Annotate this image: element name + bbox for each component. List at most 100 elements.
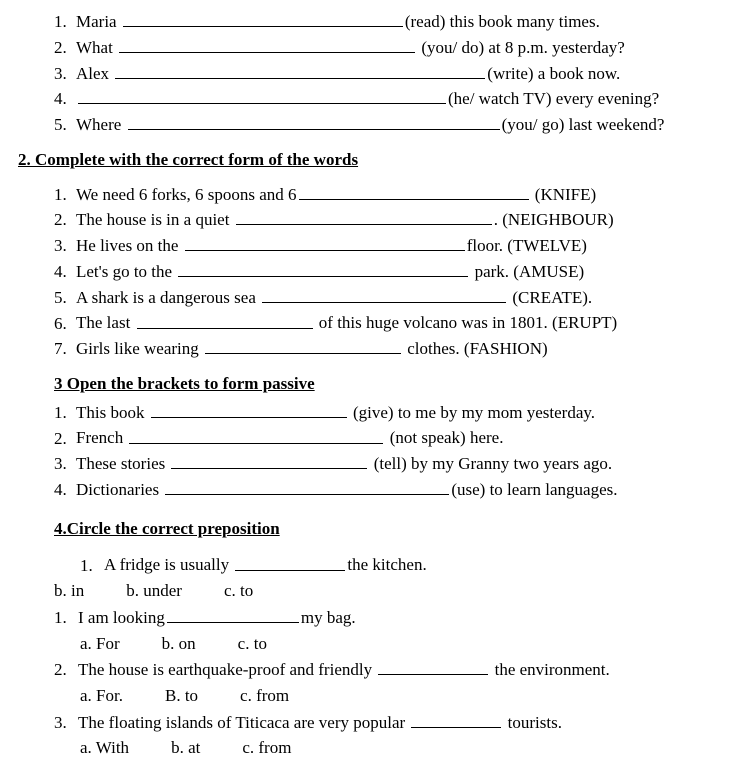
- option-c[interactable]: c. from: [242, 736, 291, 761]
- item-pre: Dictionaries: [76, 480, 163, 499]
- exercise-2-title: 2. Complete with the correct form of the…: [18, 148, 732, 173]
- item-pre: These stories: [76, 454, 169, 473]
- q-pre: A fridge is usually: [104, 556, 233, 575]
- list-item: 7.Girls like wearing clothes. (FASHION): [54, 337, 732, 362]
- q-post: the environment.: [490, 660, 609, 679]
- item-pre: What: [76, 38, 117, 57]
- exercise-3-title: 3 Open the brackets to form passive: [54, 372, 732, 397]
- option-c[interactable]: c. to: [238, 632, 267, 657]
- item-post: . (NEIGHBOUR): [494, 210, 614, 229]
- blank[interactable]: [119, 36, 415, 53]
- option-b[interactable]: B. to: [165, 684, 198, 709]
- ex4-question: 2.The house is earthquake-proof and frie…: [18, 658, 732, 683]
- item-pre: A shark is a dangerous sea: [76, 288, 260, 307]
- item-pre: He lives on the: [76, 236, 183, 255]
- blank[interactable]: [167, 606, 299, 623]
- q-pre: The floating islands of Titicaca are ver…: [78, 713, 409, 732]
- item-post: (give) to me by my mom yesterday.: [349, 403, 595, 422]
- q-num: 3.: [54, 711, 78, 736]
- item-pre: Where: [76, 115, 126, 134]
- q-post: tourists.: [503, 713, 562, 732]
- item-pre: French: [76, 429, 127, 448]
- item-pre: Maria: [76, 12, 121, 31]
- item-post: (KNIFE): [531, 185, 597, 204]
- q-num: 1.: [80, 554, 104, 579]
- list-item: 4.Let's go to the park. (AMUSE): [54, 260, 732, 285]
- option-a[interactable]: a. For: [80, 632, 120, 657]
- blank[interactable]: [137, 311, 313, 328]
- item-post: (CREATE).: [508, 288, 592, 307]
- item-pre: We need 6 forks, 6 spoons and 6: [76, 185, 297, 204]
- list-item: 1.Maria (read) this book many times.: [54, 10, 732, 35]
- item-post: (read) this book many times.: [405, 12, 600, 31]
- list-item: 5.Where (you/ go) last weekend?: [54, 113, 732, 138]
- ex4-options: b. in b. under c. to: [18, 579, 732, 604]
- blank[interactable]: [235, 553, 345, 570]
- ex4-question: 1.I am looking my bag.: [18, 606, 732, 631]
- blank[interactable]: [299, 183, 529, 200]
- blank[interactable]: [262, 286, 506, 303]
- blank[interactable]: [123, 10, 403, 27]
- list-item: 3.These stories (tell) by my Granny two …: [54, 452, 732, 477]
- item-post: (tell) by my Granny two years ago.: [369, 454, 612, 473]
- list-item: 4.Dictionaries (use) to learn languages.: [54, 478, 732, 503]
- blank[interactable]: [378, 658, 488, 675]
- blank[interactable]: [115, 62, 485, 79]
- option-c[interactable]: c. to: [224, 579, 253, 604]
- item-post: clothes. (FASHION): [403, 339, 548, 358]
- q-pre: I am looking: [78, 608, 165, 627]
- blank[interactable]: [171, 452, 367, 469]
- item-post: park. (AMUSE): [470, 262, 584, 281]
- item-post: (you/ do) at 8 p.m. yesterday?: [417, 38, 625, 57]
- list-item: 1.This book (give) to me by my mom yeste…: [54, 401, 732, 426]
- option-a[interactable]: a. With: [80, 736, 129, 761]
- list-item: 4.(he/ watch TV) every evening?: [54, 87, 732, 112]
- list-item: 6.The last of this huge volcano was in 1…: [54, 311, 732, 336]
- blank[interactable]: [205, 337, 401, 354]
- list-item: 3.Alex (write) a book now.: [54, 62, 732, 87]
- option-b[interactable]: b. under: [126, 579, 182, 604]
- item-pre: This book: [76, 403, 149, 422]
- blank[interactable]: [128, 113, 500, 130]
- option-b[interactable]: b. at: [171, 736, 200, 761]
- item-post: (he/ watch TV) every evening?: [448, 89, 659, 108]
- blank[interactable]: [411, 711, 501, 728]
- item-pre: Alex: [76, 64, 113, 83]
- ex4-options: a. With b. at c. from: [18, 736, 732, 761]
- option-c[interactable]: c. from: [240, 684, 289, 709]
- blank[interactable]: [178, 260, 468, 277]
- item-pre: Let's go to the: [76, 262, 176, 281]
- blank[interactable]: [78, 87, 446, 104]
- list-item: 2.What (you/ do) at 8 p.m. yesterday?: [54, 36, 732, 61]
- list-item: 2.French (not speak) here.: [54, 426, 732, 451]
- item-pre: Girls like wearing: [76, 339, 203, 358]
- ex4-question: 3.The floating islands of Titicaca are v…: [18, 711, 732, 736]
- item-post: (use) to learn languages.: [451, 480, 617, 499]
- list-item: 1.We need 6 forks, 6 spoons and 6 (KNIFE…: [54, 183, 732, 208]
- option-b[interactable]: b. on: [162, 632, 196, 657]
- blank[interactable]: [129, 426, 383, 443]
- exercise-2-list: 1.We need 6 forks, 6 spoons and 6 (KNIFE…: [18, 183, 732, 362]
- item-post: (write) a book now.: [487, 64, 620, 83]
- option-a[interactable]: b. in: [54, 579, 84, 604]
- item-post: floor. (TWELVE): [467, 236, 587, 255]
- item-pre: The house is in a quiet: [76, 210, 234, 229]
- exercise-3-list: 1.This book (give) to me by my mom yeste…: [18, 401, 732, 503]
- q-post: the kitchen.: [347, 556, 426, 575]
- blank[interactable]: [165, 478, 449, 495]
- q-pre: The house is earthquake-proof and friend…: [78, 660, 376, 679]
- exercise-4-title: 4.Circle the correct preposition: [54, 517, 732, 542]
- blank[interactable]: [185, 234, 465, 251]
- blank[interactable]: [151, 401, 347, 418]
- option-a[interactable]: a. For.: [80, 684, 123, 709]
- ex4-question: 1.A fridge is usually the kitchen.: [18, 553, 732, 578]
- item-post: of this huge volcano was in 1801. (ERUPT…: [315, 314, 618, 333]
- item-pre: The last: [76, 314, 135, 333]
- ex4-options: a. For b. on c. to: [18, 632, 732, 657]
- q-num: 2.: [54, 658, 78, 683]
- blank[interactable]: [236, 208, 492, 225]
- q-post: my bag.: [301, 608, 356, 627]
- item-post: (not speak) here.: [385, 429, 503, 448]
- q-num: 1.: [54, 606, 78, 631]
- exercise-1-list: 1.Maria (read) this book many times. 2.W…: [18, 10, 732, 138]
